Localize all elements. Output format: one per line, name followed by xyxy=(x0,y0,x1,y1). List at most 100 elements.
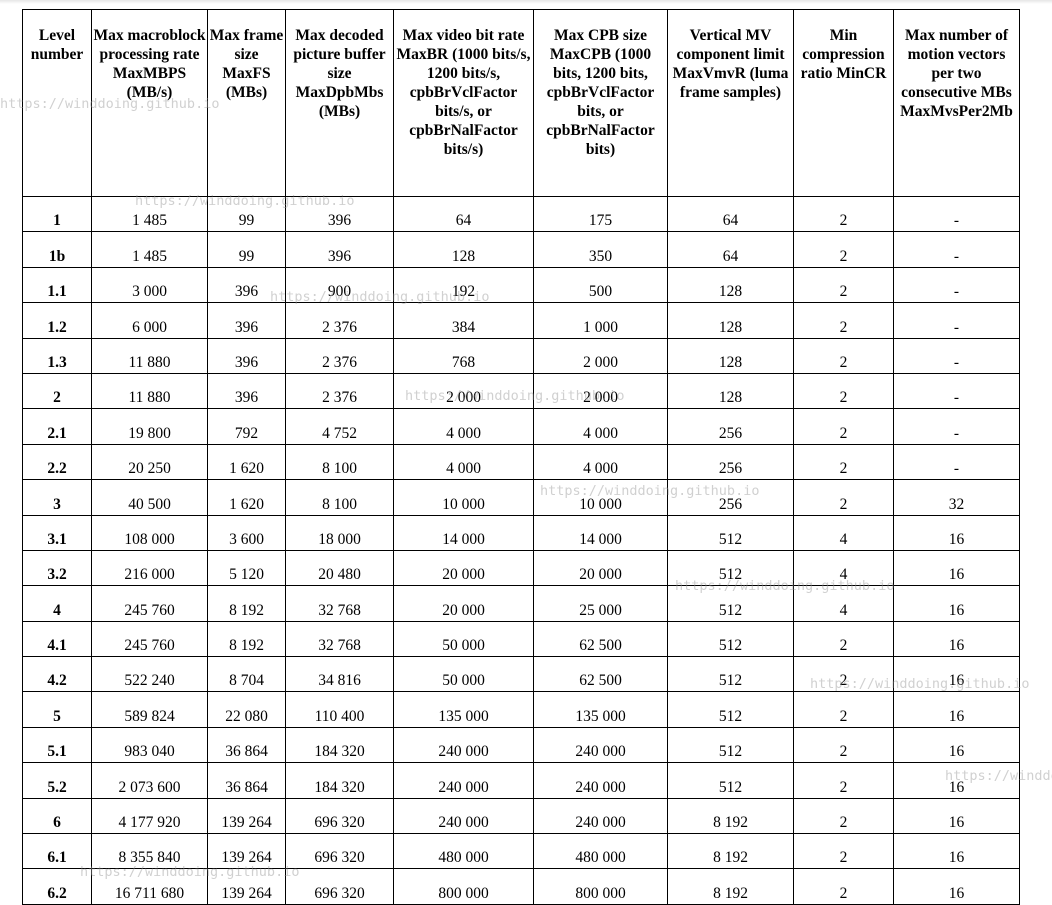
cell-min-cr: 2 xyxy=(793,620,894,658)
cell-max-cpb: 4 000 xyxy=(533,443,668,481)
cell-max-vmvr: 256 xyxy=(667,479,794,516)
table-row: 6.2 16 711 680 139 264 696 320 800 000 800 00… xyxy=(22,868,1020,905)
cell-max-fs: 139 264 xyxy=(207,797,286,835)
cell-max-mvs-per-2mb: - xyxy=(893,266,1020,304)
cell-max-vmvr: 512 xyxy=(667,514,794,551)
table-row: 1.2 6 000 396 2 376 384 1 000 128 2- xyxy=(22,302,1020,339)
cell-max-dpb-mbs: 32 768 xyxy=(285,620,394,658)
cell-max-mvs-per-2mb: 16 xyxy=(893,549,1020,587)
cell-max-mbps: 245 760 xyxy=(91,585,208,622)
cell-max-cpb: 2 000 xyxy=(533,337,668,374)
cell-max-br: 135 000 xyxy=(393,691,534,728)
cell-max-mvs-per-2mb: 16 xyxy=(893,514,1020,551)
cell-level-number: 5.1 xyxy=(22,726,92,764)
cell-max-dpb-mbs: 2 376 xyxy=(285,372,394,410)
cell-max-mbps: 108 000 xyxy=(91,514,208,551)
cell-max-mvs-per-2mb: 16 xyxy=(893,585,1020,622)
cell-max-br: 240 000 xyxy=(393,762,534,799)
cell-max-br: 4 000 xyxy=(393,443,534,481)
cell-max-vmvr: 512 xyxy=(667,656,794,693)
cell-min-cr: 4 xyxy=(793,514,894,551)
cell-max-dpb-mbs: 184 320 xyxy=(285,726,394,764)
cell-max-mbps: 6 000 xyxy=(91,302,208,339)
table-row: 3.2 216 000 5 120 20 480 20 000 20 000 512 4 16 xyxy=(22,549,1020,587)
cell-max-mvs-per-2mb: - xyxy=(893,443,1020,481)
table-row: 6.1 8 355 840 139 264 696 320 480 000 480 000… xyxy=(22,833,1020,870)
cell-max-dpb-mbs: 8 100 xyxy=(285,479,394,516)
cell-max-br: 240 000 xyxy=(393,726,534,764)
cell-level-number: 4.2 xyxy=(22,656,92,693)
cell-max-br: 14 000 xyxy=(393,514,534,551)
cell-min-cr: 2 xyxy=(793,266,894,304)
cell-max-mvs-per-2mb: - xyxy=(893,231,1020,268)
cell-level-number: 6.2 xyxy=(22,868,92,905)
cell-max-br: 10 000 xyxy=(393,479,534,516)
table-row: 4 245 760 8 192 32 768 20 000 25 000 512 4 16 xyxy=(22,585,1020,622)
cell-max-dpb-mbs: 34 816 xyxy=(285,656,394,693)
cell-max-br: 50 000 xyxy=(393,620,534,658)
cell-level-number: 3.2 xyxy=(22,549,92,587)
cell-max-vmvr: 128 xyxy=(667,372,794,410)
cell-max-mvs-per-2mb: 16 xyxy=(893,726,1020,764)
cell-level-number: 1 xyxy=(22,195,92,233)
table-row: 4.1 245 760 8 192 32 768 50 000 62 500 512 2 16 xyxy=(22,620,1020,658)
column-header-max-cpb: Max CPB size MaxCPB (1000 bits, 1200 bit… xyxy=(533,9,668,197)
cell-min-cr: 2 xyxy=(793,726,894,764)
cell-max-mvs-per-2mb: - xyxy=(893,302,1020,339)
cell-max-mbps: 1 485 xyxy=(91,195,208,233)
cell-max-br: 20 000 xyxy=(393,549,534,587)
cell-max-fs: 1 620 xyxy=(207,479,286,516)
cell-max-vmvr: 256 xyxy=(667,408,794,445)
cell-min-cr: 2 xyxy=(793,868,894,905)
cell-level-number: 2 xyxy=(22,372,92,410)
cell-max-cpb: 2 000 xyxy=(533,372,668,410)
cell-level-number: 1b xyxy=(22,231,92,268)
cell-max-dpb-mbs: 184 320 xyxy=(285,762,394,799)
cell-max-cpb: 240 000 xyxy=(533,726,668,764)
cell-max-cpb: 175 xyxy=(533,195,668,233)
cell-max-br: 4 000 xyxy=(393,408,534,445)
cell-max-vmvr: 8 192 xyxy=(667,868,794,905)
cell-max-vmvr: 128 xyxy=(667,266,794,304)
cell-min-cr: 2 xyxy=(793,833,894,870)
cell-max-mbps: 216 000 xyxy=(91,549,208,587)
column-header-min-cr: Min compression ratio MinCR xyxy=(793,9,894,197)
cell-max-vmvr: 64 xyxy=(667,195,794,233)
cell-max-mbps: 40 500 xyxy=(91,479,208,516)
column-header-max-br: Max video bit rate MaxBR (1000 bits/s, 1… xyxy=(393,9,534,197)
table-row: 2.2 20 250 1 620 8 100 4 000 4 000 256 2- xyxy=(22,443,1020,481)
column-header-max-vmvr: Vertical MV component limit MaxVmvR (lum… xyxy=(667,9,794,197)
cell-max-dpb-mbs: 8 100 xyxy=(285,443,394,481)
cell-max-dpb-mbs: 696 320 xyxy=(285,797,394,835)
table-row: 1.1 3 000 396 900 192 500 128 2- xyxy=(22,266,1020,304)
cell-max-mbps: 11 880 xyxy=(91,372,208,410)
cell-max-mbps: 589 824 xyxy=(91,691,208,728)
cell-max-fs: 396 xyxy=(207,302,286,339)
cell-max-dpb-mbs: 32 768 xyxy=(285,585,394,622)
cell-min-cr: 2 xyxy=(793,797,894,835)
cell-max-cpb: 135 000 xyxy=(533,691,668,728)
cell-max-dpb-mbs: 110 400 xyxy=(285,691,394,728)
cell-max-br: 64 xyxy=(393,195,534,233)
cell-max-fs: 1 620 xyxy=(207,443,286,481)
cell-max-cpb: 350 xyxy=(533,231,668,268)
cell-max-cpb: 480 000 xyxy=(533,833,668,870)
cell-level-number: 1.3 xyxy=(22,337,92,374)
cell-max-dpb-mbs: 18 000 xyxy=(285,514,394,551)
cell-min-cr: 2 xyxy=(793,408,894,445)
cell-level-number: 2.1 xyxy=(22,408,92,445)
cell-max-cpb: 20 000 xyxy=(533,549,668,587)
cell-max-mvs-per-2mb: - xyxy=(893,408,1020,445)
cell-level-number: 2.2 xyxy=(22,443,92,481)
cell-max-mvs-per-2mb: 16 xyxy=(893,797,1020,835)
cell-max-vmvr: 512 xyxy=(667,726,794,764)
column-header-max-mbps: Max macroblock processing rate MaxMBPS (… xyxy=(91,9,208,197)
cell-level-number: 4 xyxy=(22,585,92,622)
cell-max-fs: 396 xyxy=(207,372,286,410)
cell-max-fs: 8 192 xyxy=(207,620,286,658)
table-row: 1.3 11 880 396 2 376 768 2 000 128 2- xyxy=(22,337,1020,374)
cell-max-fs: 99 xyxy=(207,231,286,268)
cell-max-dpb-mbs: 20 480 xyxy=(285,549,394,587)
cell-level-number: 6 xyxy=(22,797,92,835)
cell-max-fs: 3 600 xyxy=(207,514,286,551)
